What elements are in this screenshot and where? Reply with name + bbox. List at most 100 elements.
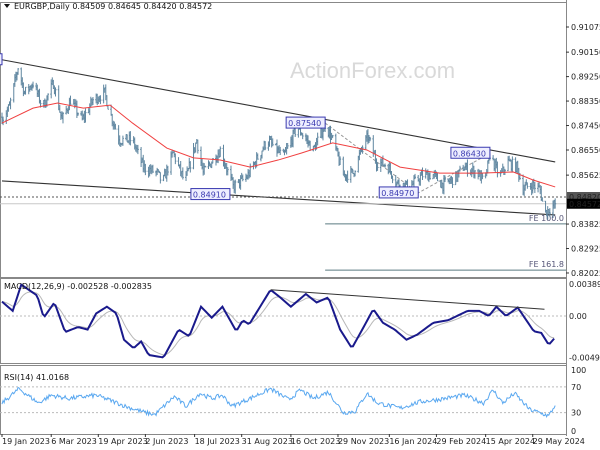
price-bar <box>234 179 237 194</box>
rsi-line <box>1 386 556 418</box>
price-bar <box>339 156 342 166</box>
date-tick-label: 19 Jan 2023 <box>2 437 50 446</box>
price-bar <box>443 175 446 183</box>
price-bar <box>256 153 259 160</box>
price-bar <box>159 171 162 184</box>
price-bar <box>376 162 379 171</box>
date-tick-label: 15 Apr 2024 <box>486 437 535 446</box>
date-tick-label: 18 Jul 2023 <box>195 437 240 446</box>
price-bar <box>554 198 557 209</box>
price-bar <box>481 173 484 180</box>
price-bar <box>384 163 387 168</box>
macd-tick-label: -0.004927 <box>569 354 600 363</box>
price-bar <box>144 163 147 176</box>
macd-panel <box>0 278 567 364</box>
price-bar <box>9 97 12 110</box>
price-bar <box>24 86 27 95</box>
price-bar <box>346 170 349 183</box>
price-bar <box>316 132 319 146</box>
chart-title: EURGBP,Daily 0.84509 0.84645 0.84420 0.8… <box>14 2 212 11</box>
price-bar <box>264 141 267 151</box>
price-label: 0.84910 <box>193 191 226 200</box>
price-label: 0.86430 <box>453 149 486 158</box>
macd-tick-label: 0.00 <box>569 312 587 321</box>
price-tick-label: 0.85625 <box>571 171 600 180</box>
price-bar <box>451 177 454 188</box>
price-panel <box>0 2 567 278</box>
price-bar <box>121 135 124 146</box>
date-tick-label: 29 Feb 2024 <box>436 437 486 446</box>
rsi-tick-label: 70 <box>571 383 581 392</box>
watermark: ActionForex.com <box>290 58 455 83</box>
price-bar <box>421 167 424 180</box>
price-bar <box>204 165 207 168</box>
price-bar <box>541 197 544 202</box>
price-bar <box>106 105 109 110</box>
price-bar <box>354 170 357 177</box>
macd-trendline <box>270 289 545 310</box>
price-bar <box>211 157 214 164</box>
rsi-title: RSI(14) 41.0168 <box>4 373 69 382</box>
fib-level-label: FE 100.0 <box>529 214 564 223</box>
price-bar <box>241 174 244 182</box>
price-bar <box>54 87 57 97</box>
date-tick-label: 29 May 2024 <box>533 437 585 446</box>
price-bar <box>391 175 394 184</box>
price-bar <box>219 146 222 158</box>
level-price-label: 0.84820 <box>569 193 600 202</box>
price-bar <box>32 81 35 89</box>
price-bar <box>429 172 431 180</box>
rsi-tick-label: 100 <box>571 366 586 375</box>
current-price-box <box>567 198 600 209</box>
price-bar <box>271 138 274 147</box>
date-tick-label: 31 Aug 2023 <box>242 437 293 446</box>
moving-average-line <box>1 102 556 188</box>
price-bar <box>533 182 536 194</box>
price-bar <box>196 139 199 154</box>
rsi-panel <box>0 365 567 435</box>
price-bar <box>286 143 289 149</box>
macd-tick-label: 0.003897 <box>569 280 600 289</box>
price-bar <box>301 132 304 140</box>
lower-trendline <box>1 180 556 216</box>
price-bar <box>526 182 529 189</box>
current-price-label: 0.84572 <box>569 200 600 209</box>
price-bar <box>91 96 94 106</box>
price-bar <box>174 153 177 165</box>
macd-title: MACD(12,26,9) -0.002528 -0.002835 <box>4 282 152 291</box>
price-bar <box>294 127 297 137</box>
price-tick-label: 0.83825 <box>571 220 600 229</box>
price-bar <box>496 161 499 178</box>
price-bar <box>61 112 64 124</box>
price-bar <box>17 68 20 75</box>
price-bar <box>226 167 229 176</box>
price-bar <box>473 170 476 179</box>
price-label: 0.84970 <box>381 189 414 198</box>
price-label-box <box>378 186 419 199</box>
price-label-box <box>285 116 326 129</box>
date-tick-label: 19 Apr 2023 <box>98 437 147 446</box>
price-bar <box>129 131 132 146</box>
price-label: 0.87540 <box>288 119 321 128</box>
dropdown-triangle-icon[interactable] <box>4 4 10 8</box>
price-label-box <box>190 188 231 201</box>
date-tick-label: 29 Nov 2023 <box>338 437 389 446</box>
fib-level-label: FE 161.8 <box>529 260 564 269</box>
price-bar <box>414 173 417 180</box>
price-bar <box>76 112 79 116</box>
price-label-box <box>450 146 491 159</box>
price-bar <box>279 146 282 155</box>
price-tick-label: 0.91075 <box>571 23 600 32</box>
macd-line <box>1 283 555 359</box>
rsi-tick-label: 30 <box>571 409 581 418</box>
upper-trendline <box>1 59 556 163</box>
price-label-box <box>0 53 3 66</box>
price-bar <box>69 95 72 105</box>
price-tick-label: 0.82025 <box>571 269 600 278</box>
price-bar <box>458 165 461 172</box>
